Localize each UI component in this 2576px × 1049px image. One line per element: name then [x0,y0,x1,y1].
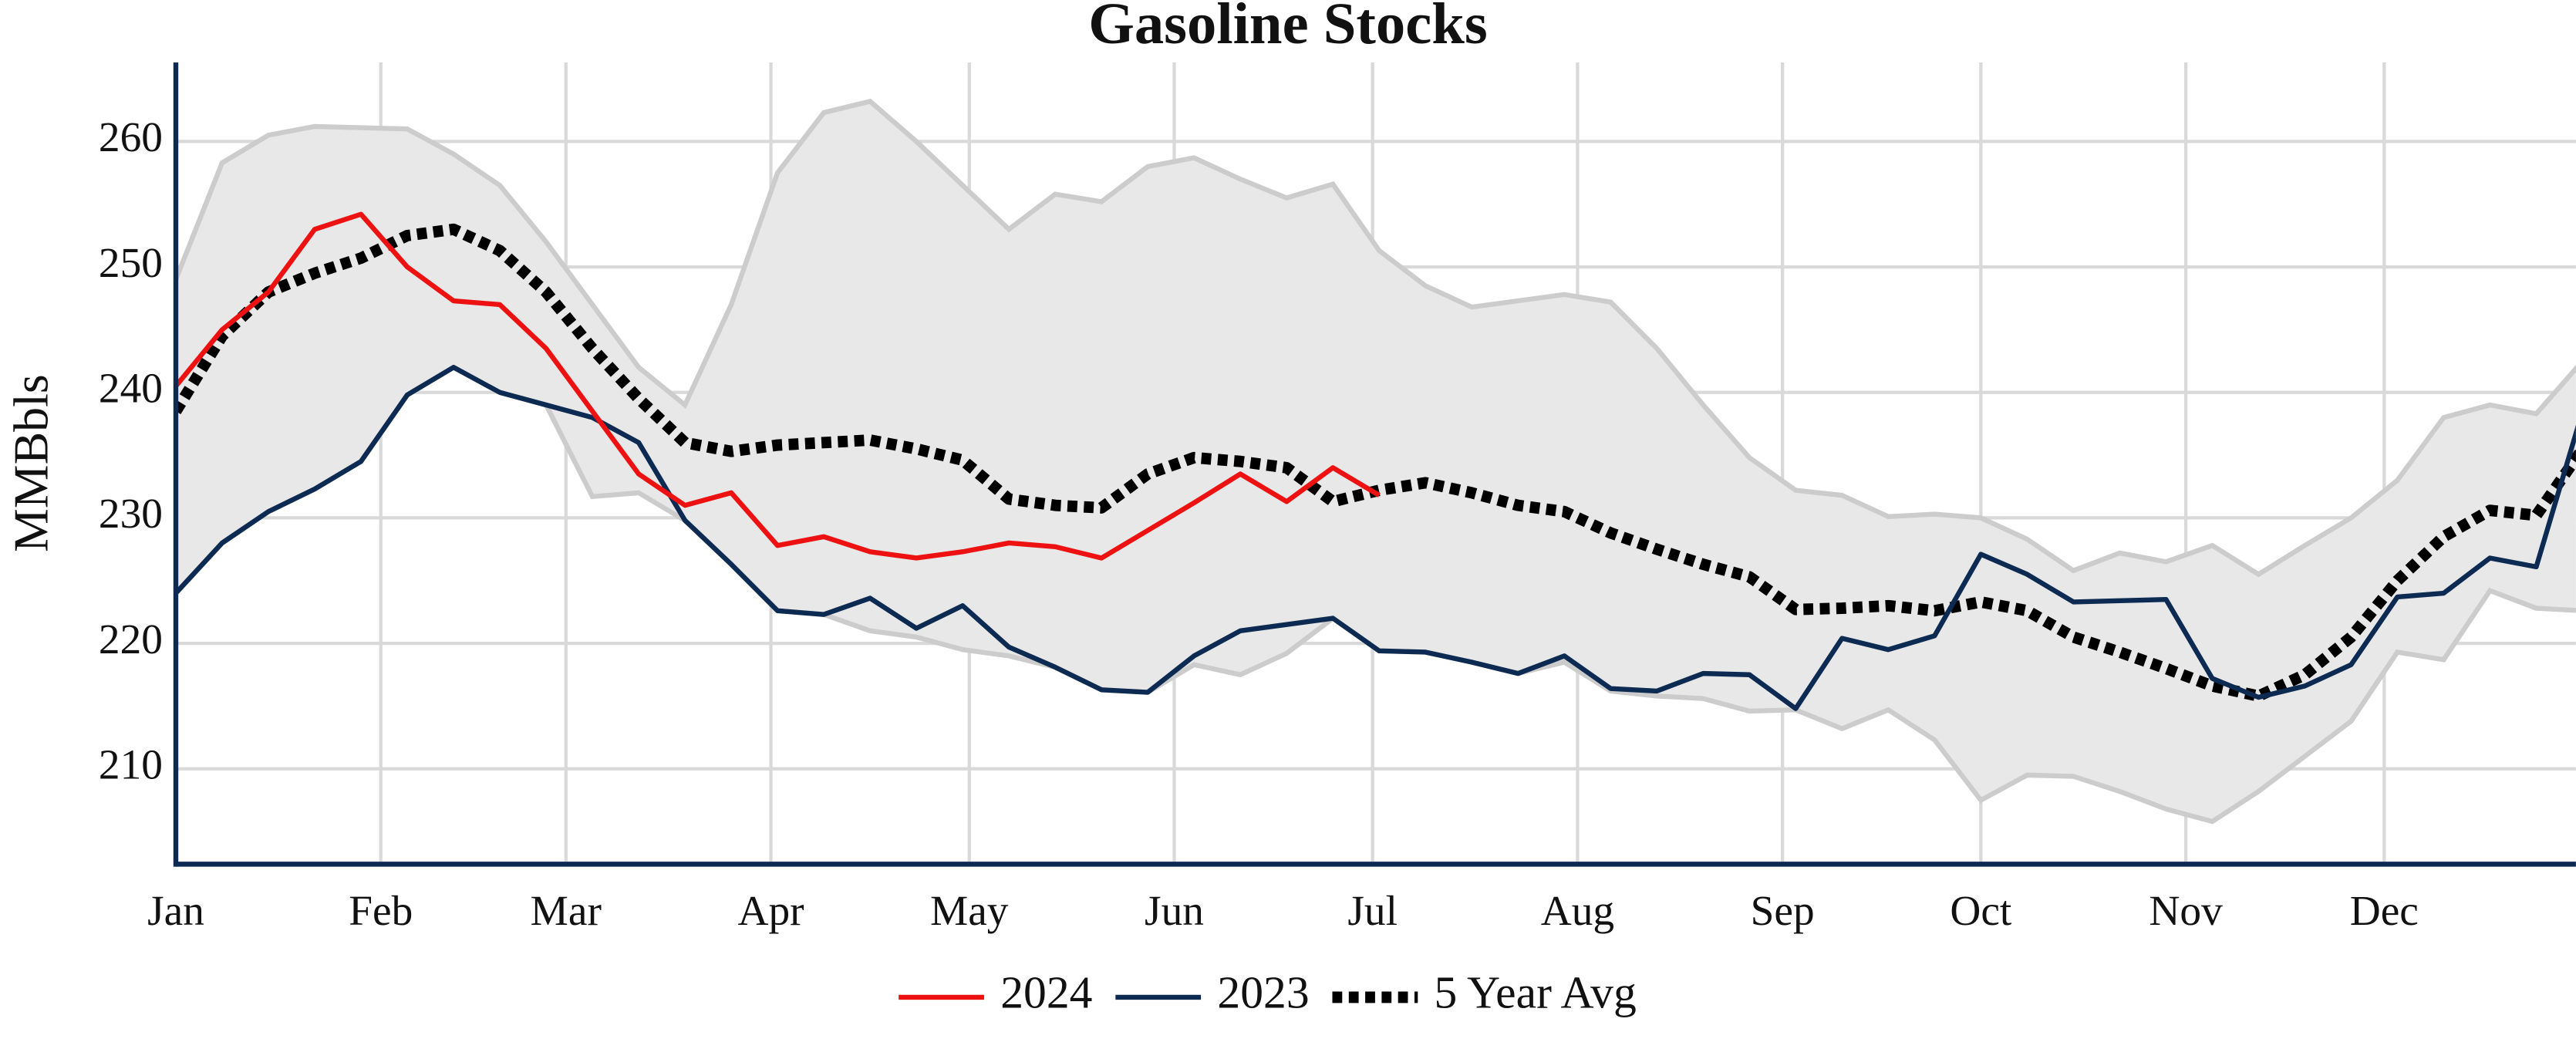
range-band-upper [175,98,2576,578]
y-tick-label: 230 [99,490,163,537]
x-tick-label: Sep [1751,887,1815,934]
x-tick-label: May [930,887,1009,934]
x-tick-label: Mar [531,887,602,934]
x-tick-label: Oct [1950,887,2012,934]
y-tick-label: 260 [99,113,163,160]
range-band [175,101,2576,822]
x-tick-label: Nov [2149,887,2223,934]
chart-title: Gasoline Stocks [1088,0,1488,56]
series-line [175,365,2576,711]
y-tick-label: 240 [99,364,163,411]
plot-area [175,98,2576,825]
x-tick-label: Apr [737,887,804,934]
x-tick-label: Jul [1347,887,1398,934]
x-tick-label: Jun [1145,887,1204,934]
y-tick-label: 210 [99,740,163,788]
y-tick-label: 250 [99,239,163,286]
y-tick-label: 220 [99,616,163,663]
legend-label: 2023 [1217,967,1309,1018]
y-axis-label: MMBbls [4,374,59,552]
series-line [175,211,1381,561]
legend-label: 2024 [1000,967,1092,1018]
x-tick-label: Jan [147,887,204,934]
x-tick-label: Dec [2350,887,2419,934]
x-tick-label: Aug [1541,887,1614,934]
x-tick-label: Feb [349,887,413,934]
legend-label: 5 Year Avg [1435,967,1637,1018]
series-line [175,223,2576,702]
